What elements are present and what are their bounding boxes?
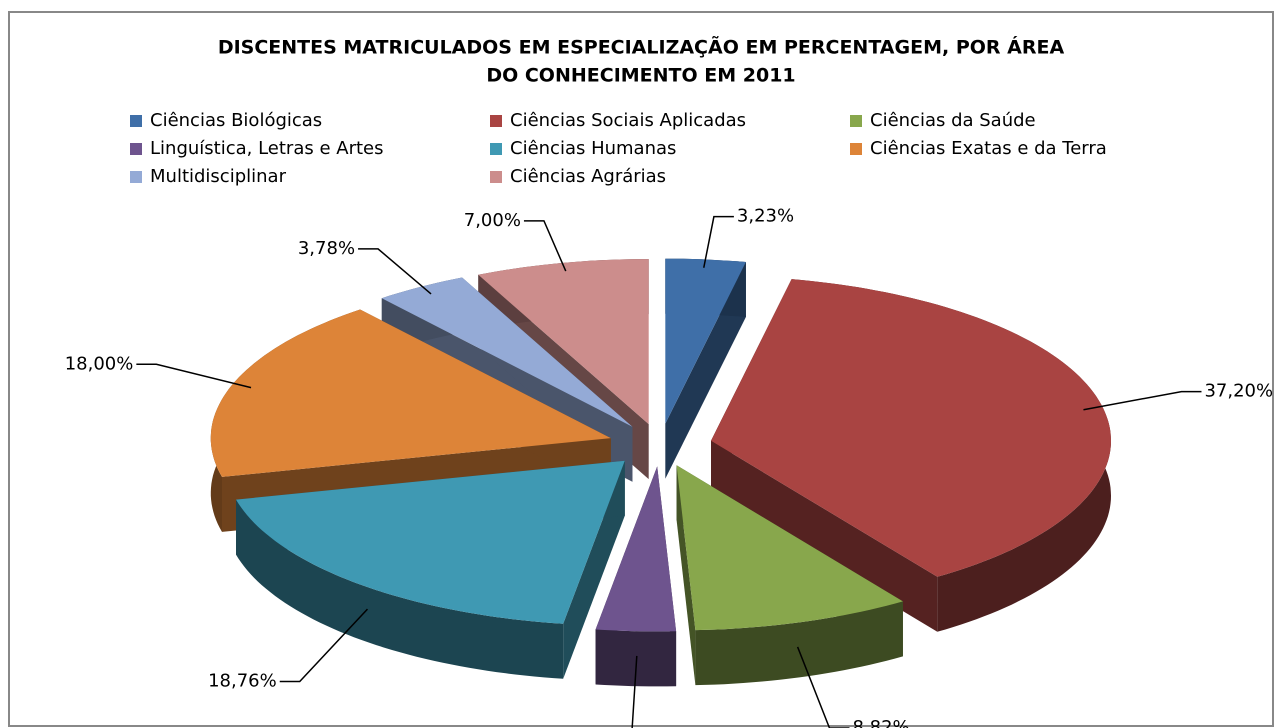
pie-slice (711, 279, 1111, 577)
legend-label: Linguística, Letras e Artes (150, 138, 383, 159)
legend-label: Ciências Biológicas (150, 110, 322, 131)
leader-line (358, 248, 432, 295)
slice-side (695, 601, 903, 686)
slice-wall (665, 262, 746, 479)
legend-label: Multidisciplinar (150, 166, 287, 187)
legend-swatch (130, 143, 142, 155)
leader-line (796, 646, 850, 728)
value-label: 37,20% (1204, 381, 1273, 402)
legend-swatch (490, 171, 502, 183)
pie-slice (676, 465, 903, 631)
pie-slice (381, 277, 633, 427)
legend-swatch (490, 115, 502, 127)
legend-swatch (850, 115, 862, 127)
pie-tops (210, 258, 1111, 632)
leader-line (703, 215, 734, 268)
value-label: 3,78% (298, 238, 355, 259)
legend-swatch (850, 143, 862, 155)
pie-slice (236, 460, 625, 624)
value-label: 3,23% (737, 206, 794, 227)
pie-slice (595, 466, 677, 632)
pie-slice (478, 259, 649, 425)
chart-title: DISCENTES MATRICULADOS EM ESPECIALIZAÇÃO… (218, 35, 1065, 59)
slice-side (595, 629, 677, 687)
value-label: 18,76% (208, 670, 277, 691)
slice-wall (711, 440, 938, 632)
slice-wall (676, 465, 696, 686)
legend-label: Ciências Exatas e da Terra (870, 138, 1107, 159)
chart-title: DO CONHECIMENTO EM 2011 (486, 65, 795, 87)
value-label: 18,00% (65, 353, 134, 374)
value-label: 8,82% (852, 717, 909, 728)
legend-label: Ciências Agrárias (510, 166, 666, 187)
legend-label: Ciências Humanas (510, 138, 676, 159)
leader-line (523, 220, 567, 272)
legend-label: Ciências da Saúde (870, 110, 1036, 131)
leader-line (136, 363, 252, 389)
legend-label: Ciências Sociais Aplicadas (510, 110, 746, 131)
leader-line (279, 608, 369, 683)
pie-slice (665, 258, 746, 424)
legend-swatch (130, 171, 142, 183)
legend-swatch (490, 143, 502, 155)
legend-swatch (130, 115, 142, 127)
value-label: 7,00% (464, 210, 521, 231)
leader-line (1083, 390, 1202, 411)
leader-line (631, 655, 638, 728)
pie-slice (210, 309, 611, 477)
slice-side (236, 499, 564, 679)
